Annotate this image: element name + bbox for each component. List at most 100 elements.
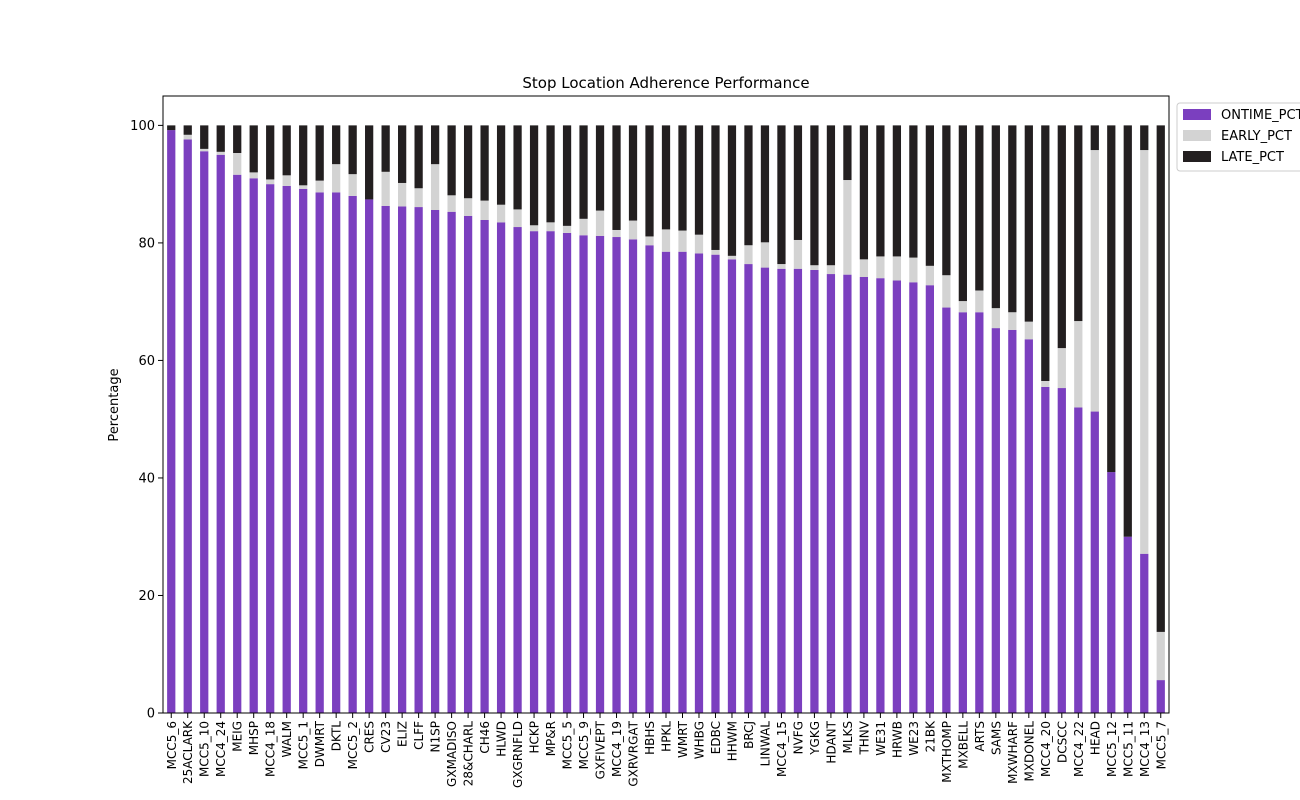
x-tick-label: WHBG — [692, 721, 706, 759]
bar-late-pct-5 — [249, 125, 258, 173]
x-tick-label: CLFF — [412, 721, 426, 750]
bar-early-pct-15 — [414, 188, 423, 208]
bar-ontime-pct-5 — [249, 178, 258, 713]
bar-early-pct-29 — [645, 236, 654, 246]
bar-early-pct-34 — [727, 255, 737, 260]
bar-early-pct-10 — [332, 164, 341, 193]
bar-late-pct-50 — [991, 125, 1000, 309]
bar-early-pct-59 — [1140, 150, 1149, 554]
x-tick-label: DWMRT — [313, 720, 327, 767]
bar-late-pct-35 — [744, 125, 753, 246]
y-tick-label: 100 — [130, 119, 155, 134]
legend-swatch-early-pct — [1183, 130, 1211, 141]
bar-late-pct-31 — [678, 125, 687, 231]
bar-ontime-pct-0 — [167, 130, 176, 713]
bar-early-pct-6 — [266, 179, 275, 185]
bar-ontime-pct-59 — [1140, 553, 1149, 713]
x-tick-label: MCC5_10 — [198, 721, 212, 777]
x-tick-label: GXMADISO — [445, 721, 459, 787]
x-tick-label: MCC5_5 — [561, 721, 575, 769]
bar-early-pct-17 — [447, 195, 456, 212]
bar-late-pct-18 — [463, 125, 473, 199]
chart-title: Stop Location Adherence Performance — [522, 74, 809, 92]
bar-ontime-pct-14 — [398, 206, 407, 713]
bar-early-pct-16 — [430, 164, 440, 210]
y-axis-label: Percentage — [107, 368, 122, 441]
bar-late-pct-54 — [1057, 125, 1066, 349]
legend-swatch-late-pct — [1183, 151, 1211, 162]
bar-early-pct-37 — [777, 264, 786, 269]
x-tick-label: WE31 — [874, 721, 888, 756]
bar-ontime-pct-8 — [299, 188, 308, 714]
x-tick-label: MCC4_22 — [1072, 721, 1086, 777]
x-tick-label: HBHS — [643, 721, 657, 755]
bar-early-pct-39 — [810, 265, 819, 270]
bar-early-pct-42 — [859, 259, 869, 277]
bar-ontime-pct-28 — [628, 239, 638, 713]
bar-ontime-pct-16 — [430, 210, 440, 713]
bar-ontime-pct-44 — [892, 280, 902, 713]
bar-late-pct-55 — [1074, 125, 1083, 322]
legend-label-late-pct: LATE_PCT — [1221, 150, 1284, 165]
bar-late-pct-33 — [711, 125, 720, 250]
bar-early-pct-40 — [826, 265, 836, 275]
bar-late-pct-20 — [496, 125, 506, 205]
x-tick-label: THNV — [857, 720, 871, 755]
bars-layer — [167, 125, 1165, 714]
bar-early-pct-24 — [562, 225, 572, 233]
y-tick-label: 80 — [138, 236, 155, 251]
bar-ontime-pct-30 — [661, 251, 671, 713]
legend-label-ontime-pct: ONTIME_PCT — [1221, 108, 1300, 123]
bar-ontime-pct-1 — [183, 139, 192, 714]
bar-late-pct-46 — [925, 125, 934, 266]
bar-late-pct-59 — [1140, 125, 1149, 151]
bar-early-pct-55 — [1074, 321, 1083, 408]
bar-ontime-pct-36 — [760, 267, 770, 713]
bar-late-pct-42 — [859, 125, 869, 260]
bar-early-pct-14 — [398, 182, 407, 207]
x-tick-label: 25ACLARK — [181, 720, 195, 784]
bar-ontime-pct-45 — [909, 282, 918, 713]
bar-ontime-pct-53 — [1041, 386, 1050, 713]
legend-label-early-pct: EARLY_PCT — [1221, 129, 1292, 144]
x-tick-label: DCSCC — [1055, 721, 1069, 763]
bar-late-pct-1 — [183, 125, 192, 135]
x-tick-label: HEAD — [1088, 721, 1102, 755]
bar-early-pct-25 — [579, 218, 588, 236]
bar-early-pct-32 — [694, 234, 704, 254]
bar-late-pct-49 — [975, 125, 984, 291]
bar-late-pct-44 — [892, 125, 902, 257]
bar-late-pct-58 — [1123, 125, 1132, 537]
bar-late-pct-38 — [793, 125, 803, 240]
x-tick-label: HPKL — [660, 721, 674, 752]
bar-ontime-pct-49 — [975, 312, 984, 713]
bar-late-pct-22 — [529, 125, 539, 226]
bar-early-pct-54 — [1057, 348, 1066, 389]
bar-late-pct-60 — [1156, 125, 1165, 632]
bar-ontime-pct-58 — [1123, 536, 1132, 713]
bar-ontime-pct-19 — [480, 219, 489, 714]
bar-late-pct-48 — [958, 125, 967, 302]
bar-late-pct-30 — [661, 125, 671, 230]
bar-ontime-pct-20 — [496, 222, 506, 713]
x-tick-label: MCC4_15 — [775, 721, 789, 777]
bar-ontime-pct-22 — [529, 231, 539, 713]
x-tick-label: MHSP — [247, 721, 261, 755]
x-tick-label: CH46 — [478, 721, 492, 754]
bar-early-pct-35 — [744, 245, 753, 265]
bar-early-pct-30 — [661, 229, 671, 252]
bar-late-pct-56 — [1090, 125, 1099, 151]
x-tick-label: N1SP — [429, 721, 443, 752]
bar-late-pct-11 — [348, 125, 357, 175]
bar-early-pct-53 — [1041, 381, 1050, 387]
bar-ontime-pct-55 — [1074, 407, 1083, 713]
bar-early-pct-7 — [282, 175, 291, 186]
bar-late-pct-45 — [909, 125, 918, 258]
x-tick-label: MCC4_19 — [610, 721, 624, 777]
bar-early-pct-27 — [612, 229, 621, 238]
bar-late-pct-0 — [167, 125, 176, 131]
bar-late-pct-47 — [942, 125, 951, 276]
bar-late-pct-37 — [777, 125, 786, 265]
bar-early-pct-20 — [496, 204, 506, 223]
bar-early-pct-21 — [513, 209, 522, 228]
